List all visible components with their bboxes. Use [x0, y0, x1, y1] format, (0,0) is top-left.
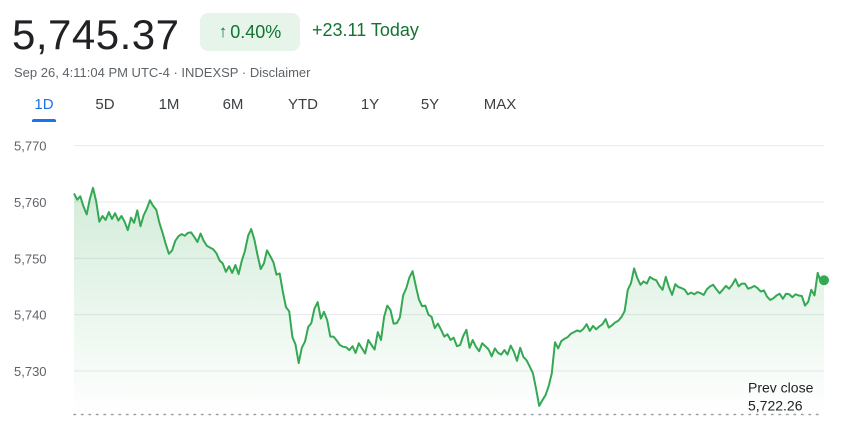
tab-5y[interactable]: 5Y [420, 96, 440, 113]
tab-1y[interactable]: 1Y [360, 96, 380, 113]
prev-close-label: Prev close [748, 380, 814, 396]
tab-max[interactable]: MAX [483, 96, 517, 113]
y-tick-label: 5,750 [14, 251, 47, 266]
y-tick-label: 5,730 [14, 364, 47, 379]
price-line [73, 186, 825, 407]
tab-1d[interactable]: 1D [32, 96, 56, 122]
price-area-fill [74, 187, 824, 415]
meta-separator: · [238, 65, 250, 80]
y-axis-labels: 5,770 5,760 5,750 5,740 5,730 [14, 140, 47, 379]
current-price-dot [819, 275, 829, 286]
y-tick-label: 5,760 [14, 195, 47, 210]
change-percent-badge: ↑ 0.40% [200, 13, 300, 51]
arrow-up-icon: ↑ [218, 22, 228, 41]
current-price: 5,745.37 [12, 11, 180, 58]
tab-6m[interactable]: 6M [222, 96, 244, 113]
tab-ytd[interactable]: YTD [288, 96, 318, 113]
price-chart[interactable]: 5,770 5,760 5,750 5,740 5,730 Prev close 5,7… [0, 140, 860, 430]
tab-5d[interactable]: 5D [95, 96, 115, 113]
tab-1m[interactable]: 1M [158, 96, 180, 113]
prev-close-value: 5,722.26 [748, 398, 803, 414]
meta-separator: · [169, 65, 182, 80]
y-tick-label: 5,770 [14, 140, 47, 154]
change-percent: 0.40% [230, 21, 282, 42]
disclaimer-link[interactable]: Disclaimer [249, 65, 311, 80]
quote-meta: Sep 26, 4:11:04 PM UTC-4 · INDEXSP · Dis… [14, 65, 310, 80]
exchange-code: INDEXSP [181, 65, 239, 80]
y-tick-label: 5,740 [14, 308, 47, 323]
timestamp: Sep 26, 4:11:04 PM UTC-4 [14, 65, 170, 80]
change-today: +23.11 Today [312, 20, 419, 40]
